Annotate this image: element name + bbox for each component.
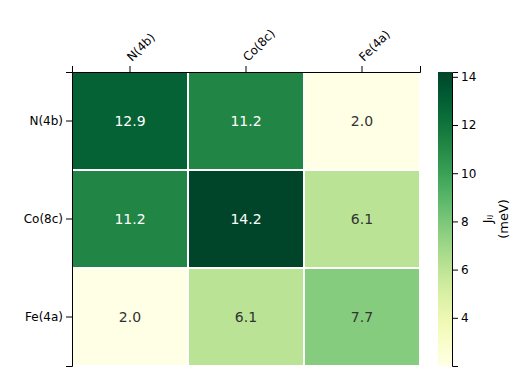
tick-label: 8 <box>461 215 469 229</box>
chart: 12.9 11.2 2.0 11.2 14.2 6.1 2.0 6.1 7.7 N(4b) Co(8… <box>0 0 520 380</box>
tick-mark <box>452 221 458 222</box>
data-label: 6.1 <box>351 211 373 227</box>
tick-mark <box>246 66 247 72</box>
data-label: 7.7 <box>351 309 373 325</box>
cell <box>305 171 419 267</box>
cell <box>189 73 303 169</box>
tick-label: 12 <box>461 118 476 132</box>
axis-line <box>453 73 459 367</box>
data-label: 2.0 <box>351 113 373 129</box>
cell <box>73 73 187 169</box>
x-axis: N(4b) Co(8c) Fe(4a) <box>73 26 421 72</box>
cell <box>73 269 187 365</box>
tick-mark <box>452 318 458 319</box>
tick-label: 6 <box>461 263 469 277</box>
cell <box>305 269 419 365</box>
tick-label: Co(8c) <box>240 26 278 64</box>
cell-labels: 12.9 11.2 2.0 11.2 14.2 6.1 2.0 6.1 7.7 <box>114 113 373 325</box>
tick-mark <box>362 66 363 72</box>
tick-mark <box>452 77 458 78</box>
cell <box>189 171 303 267</box>
axis-line <box>73 66 421 73</box>
tick: 8 <box>452 215 469 229</box>
tick-mark <box>130 66 131 72</box>
tick: 10 <box>452 167 476 181</box>
tick: N(4b) <box>124 30 158 72</box>
colorbar-label-line: Jᵢⱼ <box>480 215 495 224</box>
tick: 6 <box>452 263 469 277</box>
tick-label: N(4b) <box>124 30 158 64</box>
data-label: 14.2 <box>230 211 261 227</box>
tick-label: Fe(4a) <box>25 310 63 324</box>
tick-mark <box>452 125 458 126</box>
tick-label: 10 <box>461 167 476 181</box>
y-axis: N(4b) Co(8c) Fe(4a) <box>24 73 73 367</box>
data-label: 6.1 <box>235 309 257 325</box>
tick: Fe(4a) <box>25 310 72 324</box>
tick: Co(8c) <box>24 212 72 226</box>
data-label: 11.2 <box>114 211 145 227</box>
tick: N(4b) <box>29 114 72 128</box>
colorbar-axis: 4 6 8 10 12 14 <box>452 70 476 366</box>
tick-label: 14 <box>461 70 476 84</box>
tick: Co(8c) <box>240 26 278 72</box>
tick-mark <box>452 270 458 271</box>
tick: 14 <box>452 70 476 84</box>
tick: 12 <box>452 118 476 132</box>
data-label: 2.0 <box>119 309 141 325</box>
colorbar <box>438 72 452 366</box>
data-label: 12.9 <box>114 113 145 129</box>
data-label: 11.2 <box>230 113 261 129</box>
tick-mark <box>66 121 72 122</box>
tick-label: Fe(4a) <box>356 27 393 64</box>
colorbar-label-line: (meV) <box>496 199 511 239</box>
tick-label: N(4b) <box>29 114 63 128</box>
cell <box>189 269 303 365</box>
tick-label: Co(8c) <box>24 212 63 226</box>
cell <box>305 73 419 169</box>
colorbar-label: Jᵢⱼ(meV) <box>480 199 511 239</box>
tick-mark <box>66 317 72 318</box>
tick: 4 <box>452 311 469 325</box>
tick-label: 4 <box>461 311 469 325</box>
tick: Fe(4a) <box>356 27 393 72</box>
tick-mark <box>66 219 72 220</box>
cell <box>73 171 187 267</box>
cells <box>73 73 419 365</box>
tick-mark <box>452 173 458 174</box>
axis-line <box>66 73 73 367</box>
